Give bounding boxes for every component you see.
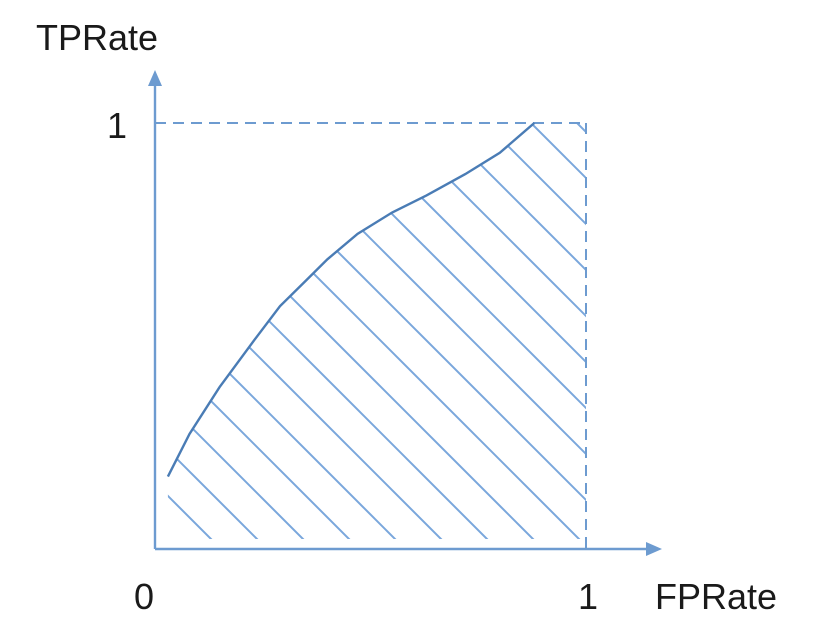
hatch-line <box>167 123 586 539</box>
hatch-line <box>464 123 586 539</box>
hatch-line <box>167 123 518 539</box>
y-max-tick-label: 1 <box>107 105 127 146</box>
hatch-line <box>188 123 586 539</box>
origin-tick-label: 0 <box>134 576 154 617</box>
hatch-line <box>167 123 242 539</box>
hatch-line <box>167 123 426 539</box>
hatch-line <box>167 123 472 539</box>
x-axis-label: FPRate <box>655 576 777 617</box>
hatch-line <box>372 123 586 539</box>
x-axis-arrow <box>646 542 662 556</box>
hatch-line <box>326 123 586 539</box>
hatch-line <box>167 123 380 539</box>
y-axis-arrow <box>148 70 162 86</box>
x-max-tick-label: 1 <box>578 576 598 617</box>
hatch-line <box>603 103 838 569</box>
y-axis-label: TPRate <box>36 17 158 58</box>
hatch-line <box>167 123 564 539</box>
hatch-line <box>418 123 586 539</box>
hatch-line <box>167 123 334 539</box>
hatch-line <box>556 123 586 539</box>
roc-curve <box>166 122 536 478</box>
auc-hatch <box>167 103 838 569</box>
hatch-line <box>280 123 586 539</box>
hatch-line <box>167 123 288 539</box>
hatch-line <box>649 103 838 569</box>
